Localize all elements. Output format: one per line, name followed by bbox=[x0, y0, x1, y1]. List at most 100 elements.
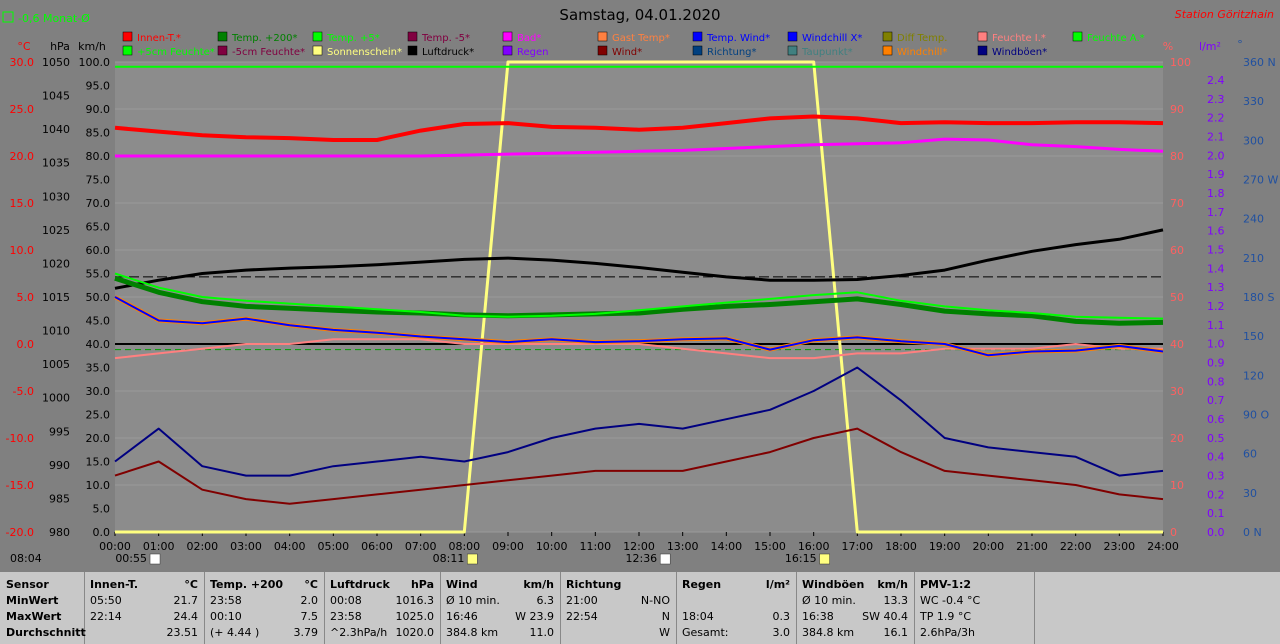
table-max-row: 16:46 W 23.9 bbox=[446, 610, 554, 624]
hpa-tick-label: 1005 bbox=[42, 358, 70, 371]
table-col: Temp. +200 °C 23:58 2.0 00:10 7.5 (+ 4.44 ) 3.7… bbox=[204, 572, 325, 644]
rain-tick-label: 0.3 bbox=[1207, 470, 1225, 483]
direction-tick-label: 270 W bbox=[1243, 174, 1278, 187]
kmh-tick-label: 35.0 bbox=[86, 362, 111, 375]
moonset-time: 12:36 bbox=[625, 552, 657, 565]
legend-swatch bbox=[693, 32, 702, 41]
station-name: Station Göritzhain bbox=[1175, 8, 1274, 21]
sunset-time: 16:15 bbox=[785, 552, 817, 565]
rain-tick-label: 1.4 bbox=[1207, 262, 1225, 275]
time-tick-label: 17:00 bbox=[841, 540, 873, 553]
rain-tick-label: 0.6 bbox=[1207, 413, 1225, 426]
rain-tick-label: 1.9 bbox=[1207, 168, 1225, 181]
kmh-tick-label: 95.0 bbox=[86, 80, 111, 93]
legend-label: Sonnenschein* bbox=[327, 47, 402, 58]
table-max-row: TP 1.9 °C bbox=[920, 610, 1028, 624]
legend-swatch bbox=[218, 32, 227, 41]
weather-chart: -0,6 Monat-Ø Samstag, 04.01.2020 Station… bbox=[0, 0, 1280, 572]
table-col: Richtung 21:00 N-NO 22:54 N W bbox=[560, 572, 677, 644]
kmh-tick-label: 0.0 bbox=[93, 526, 111, 539]
percent-tick-label: 0 bbox=[1170, 526, 1177, 539]
kmh-tick-label: 5.0 bbox=[93, 503, 111, 516]
table-avg-row: W bbox=[566, 626, 670, 640]
time-tick-label: 02:00 bbox=[186, 540, 218, 553]
unit-hpa: hPa bbox=[50, 40, 70, 53]
sunrise-marker bbox=[467, 554, 477, 564]
time-tick-label: 21:00 bbox=[1016, 540, 1048, 553]
sunset-marker bbox=[820, 554, 830, 564]
kmh-tick-label: 85.0 bbox=[86, 127, 111, 140]
percent-tick-label: 30 bbox=[1170, 385, 1184, 398]
direction-tick-label: 330 bbox=[1243, 95, 1264, 108]
direction-tick-label: 120 bbox=[1243, 369, 1264, 382]
day-start-time: 08:04 bbox=[10, 552, 42, 565]
table-min-row: Ø 10 min. 6.3 bbox=[446, 594, 554, 608]
time-tick-label: 09:00 bbox=[492, 540, 524, 553]
direction-tick-label: 180 S bbox=[1243, 291, 1274, 304]
legend-swatch bbox=[408, 32, 417, 41]
rain-tick-label: 1.1 bbox=[1207, 319, 1225, 332]
time-tick-label: 13:00 bbox=[667, 540, 699, 553]
kmh-tick-label: 45.0 bbox=[86, 315, 111, 328]
table-avg-row: ^2.3hPa/h 1020.0 bbox=[330, 626, 434, 640]
table-avg-row: Gesamt: 3.0 bbox=[682, 626, 790, 640]
unit-celsius: °C bbox=[17, 40, 31, 53]
time-tick-label: 22:00 bbox=[1060, 540, 1092, 553]
percent-tick-label: 100 bbox=[1170, 56, 1191, 69]
legend-label: Temp. +5* bbox=[326, 33, 380, 44]
rain-tick-label: 2.1 bbox=[1207, 131, 1225, 144]
rain-tick-label: 0.2 bbox=[1207, 488, 1225, 501]
legend-label: Temp. Wind* bbox=[706, 33, 770, 44]
table-avg-row: 2.6hPa/3h bbox=[920, 626, 1028, 640]
hpa-tick-label: 980 bbox=[49, 526, 70, 539]
hpa-tick-label: 985 bbox=[49, 492, 70, 505]
time-tick-label: 15:00 bbox=[754, 540, 786, 553]
hpa-tick-label: 1000 bbox=[42, 392, 70, 405]
legend-label: Innen-T.* bbox=[137, 33, 181, 44]
rain-tick-label: 2.0 bbox=[1207, 149, 1225, 162]
legend-label: Windböen* bbox=[992, 47, 1047, 58]
unit-rain: l/m² bbox=[1199, 40, 1221, 53]
table-col-sensor: Sensor MinWert MaxWert Durchschnitt bbox=[0, 572, 85, 644]
table-col: Luftdruck hPa 00:08 1016.3 23:58 1025.0 ^2.3hP… bbox=[324, 572, 441, 644]
hpa-tick-label: 1030 bbox=[42, 190, 70, 203]
hpa-tick-label: 1020 bbox=[42, 257, 70, 270]
legend-swatch bbox=[883, 32, 892, 41]
hpa-tick-label: 990 bbox=[49, 459, 70, 472]
statistics-table: Sensor MinWert MaxWert Durchschnitt Inne… bbox=[0, 572, 1280, 644]
temp-tick-label: 15.0 bbox=[10, 197, 35, 210]
legend-label: Temp. -5* bbox=[421, 33, 470, 44]
temp-tick-label: 25.0 bbox=[10, 103, 35, 116]
legend-label: Gast Temp* bbox=[612, 33, 670, 44]
legend-swatch bbox=[978, 46, 987, 55]
hpa-tick-label: 1045 bbox=[42, 90, 70, 103]
percent-tick-label: 40 bbox=[1170, 338, 1184, 351]
rain-tick-label: 0.0 bbox=[1207, 526, 1225, 539]
chart-title: Samstag, 04.01.2020 bbox=[559, 6, 720, 24]
table-min-row: 05:50 21.7 bbox=[90, 594, 198, 608]
direction-tick-label: 210 bbox=[1243, 252, 1264, 265]
kmh-tick-label: 20.0 bbox=[86, 432, 111, 445]
table-header: Wind km/h bbox=[446, 578, 554, 592]
percent-tick-label: 60 bbox=[1170, 244, 1184, 257]
legend-label: Diff Temp. bbox=[897, 33, 947, 44]
kmh-tick-label: 10.0 bbox=[86, 479, 111, 492]
table-max-row: 22:54 N bbox=[566, 610, 670, 624]
rain-tick-label: 1.0 bbox=[1207, 338, 1225, 351]
kmh-tick-label: 55.0 bbox=[86, 268, 111, 281]
table-min-row: Ø 10 min. 13.3 bbox=[802, 594, 908, 608]
kmh-tick-label: 30.0 bbox=[86, 385, 111, 398]
kmh-tick-label: 40.0 bbox=[86, 338, 111, 351]
hpa-tick-label: 1050 bbox=[42, 56, 70, 69]
table-header: Innen-T. °C bbox=[90, 578, 198, 592]
temp-tick-label: -10.0 bbox=[6, 432, 34, 445]
table-header: Regen l/m² bbox=[682, 578, 790, 592]
time-tick-label: 14:00 bbox=[710, 540, 742, 553]
rain-tick-label: 2.3 bbox=[1207, 93, 1225, 106]
temp-tick-label: -5.0 bbox=[13, 385, 34, 398]
table-header-sensor: Sensor bbox=[6, 578, 78, 592]
direction-tick-label: 0 N bbox=[1243, 526, 1262, 539]
direction-tick-label: 90 O bbox=[1243, 409, 1269, 422]
table-col: Innen-T. °C 05:50 21.7 22:14 24.4 23.51 bbox=[84, 572, 205, 644]
